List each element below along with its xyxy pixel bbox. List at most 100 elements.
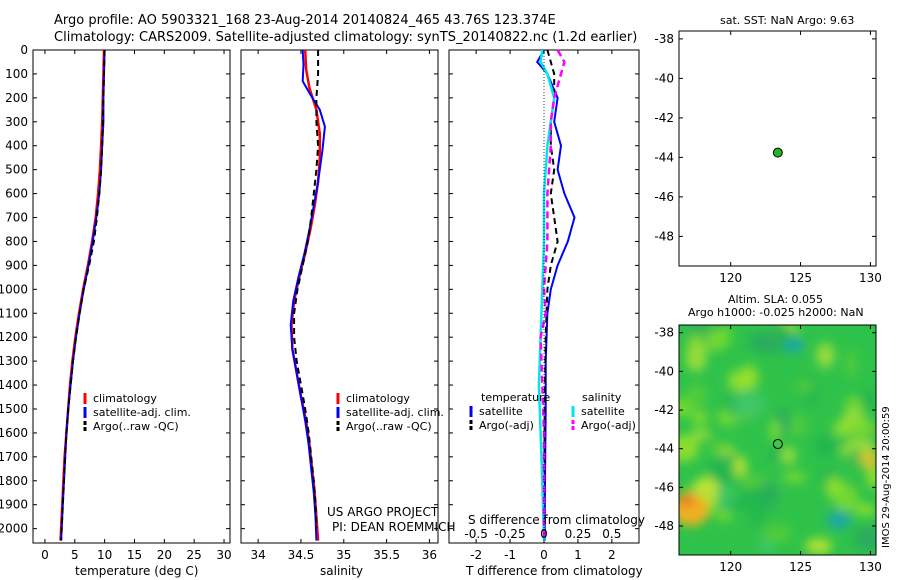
heatmap-blob: [768, 446, 783, 462]
x-tick-label: 34: [250, 548, 265, 562]
legend-label: Argo(-adj): [479, 419, 534, 432]
x-tick-label: -1: [504, 548, 516, 562]
y-tick-label: 1500: [0, 402, 28, 416]
y-tick-label: 300: [5, 115, 28, 129]
y-tick-label: 700: [5, 211, 28, 225]
temperature-panel: 0 5 10 15 20 25 300100200300400500600700800900…: [0, 43, 232, 562]
y-tick-label: 1600: [0, 426, 28, 440]
y-tick-label: 2000: [0, 522, 28, 536]
x-tick-label: 130: [859, 271, 882, 285]
x-tick-label: 0: [540, 548, 548, 562]
heatmap-blob-hot: [679, 493, 695, 507]
legend-header-temperature: temperature: [481, 391, 550, 404]
heatmap-blob-warm: [859, 451, 876, 469]
heatmap-blob: [763, 523, 792, 544]
y-tick-label: -48: [654, 519, 674, 533]
s-tick-label: 0.25: [565, 527, 592, 541]
argo-location-marker: [772, 439, 783, 450]
heatmap-blob: [697, 325, 725, 332]
heatmap-blob: [786, 415, 808, 437]
y-tick-label: 1900: [0, 498, 28, 512]
x-tick-label: 36: [422, 548, 437, 562]
heatmap-blob: [708, 441, 729, 452]
heatmap-blob: [715, 481, 735, 510]
legend-label: Argo(..raw -QC): [93, 420, 179, 433]
x-tick-label: 34.5: [288, 548, 315, 562]
s-tick-label: -0.5: [464, 527, 487, 541]
imos-timestamp: IMOS 29-Aug-2014 20:00:59: [881, 406, 892, 548]
y-tick-label: 400: [5, 139, 28, 153]
series-line-4: [539, 49, 566, 541]
x-tick-label: 125: [789, 560, 812, 574]
legend-label: satellite: [479, 405, 523, 418]
legend-label: Argo(..raw -QC): [346, 420, 432, 433]
heatmap-blob: [845, 350, 858, 377]
x-tick-label: 120: [719, 271, 742, 285]
difference-xlabel: T difference from climatology: [465, 564, 643, 578]
figure-title-line1: Argo profile: AO 5903321_168 23-Aug-2014…: [54, 13, 556, 28]
s-tick-label: -0.25: [495, 527, 526, 541]
heatmap-blob: [727, 370, 753, 392]
heatmap-blob: [813, 435, 838, 458]
heatmap-blob: [748, 507, 765, 525]
x-tick-label: 130: [859, 560, 882, 574]
x-tick-label: 20: [157, 548, 172, 562]
heatmap-blob: [685, 343, 707, 372]
x-tick-label: 10: [97, 548, 112, 562]
y-tick-label: 500: [5, 163, 28, 177]
y-tick-label: -42: [654, 403, 674, 417]
legend-label: satellite: [581, 405, 625, 418]
salinity-panel: 34 34.5 35 35.5 36 climatologysatellite-adj. …: [240, 49, 444, 562]
y-tick-label: 0: [20, 43, 28, 57]
heatmap-blob: [833, 483, 859, 512]
x-tick-label: -2: [470, 548, 482, 562]
sla-map-title-2: Argo h1000: -0.025 h2000: NaN: [688, 306, 864, 319]
heatmap-blob: [782, 471, 807, 483]
heatmap-blob: [805, 537, 832, 555]
sst-map-title: sat. SST: NaN Argo: 9.63: [720, 14, 854, 27]
y-tick-label: -44: [654, 150, 674, 164]
y-tick-label: 200: [5, 91, 28, 105]
heatmap-blob: [691, 409, 709, 427]
legend-label: satellite-adj. clim.: [93, 406, 191, 419]
heatmap-blob: [769, 419, 781, 442]
y-tick-label: -40: [654, 71, 674, 85]
heatmap-blob: [730, 391, 766, 418]
heatmap-blob: [844, 419, 876, 438]
figure-title-line2: Climatology: CARS2009. Satellite-adjuste…: [54, 30, 638, 45]
heatmap-blob: [816, 342, 835, 368]
y-tick-label: -38: [654, 32, 674, 46]
s-tick-label: 0: [540, 527, 548, 541]
x-tick-label: 120: [719, 560, 742, 574]
heatmap-blob: [740, 487, 772, 508]
x-tick-label: 25: [187, 548, 202, 562]
heatmap-blob-cool: [827, 510, 851, 530]
heatmap-blob: [794, 380, 816, 393]
y-tick-label: 1100: [0, 306, 28, 320]
y-tick-label: -38: [654, 326, 674, 340]
y-tick-label: 900: [5, 258, 28, 272]
heatmap-blob: [707, 454, 741, 484]
y-tick-label: 1200: [0, 330, 28, 344]
heatmap-blob: [689, 429, 712, 440]
y-tick-label: -42: [654, 111, 674, 125]
sla-map-title-1: Altim. SLA: 0.055: [728, 293, 823, 306]
x-tick-label: 1: [574, 548, 582, 562]
x-tick-label: 35.5: [373, 548, 400, 562]
series-line-2: [60, 49, 106, 541]
temperature-xlabel: temperature (deg C): [75, 564, 198, 578]
heatmap-blob: [679, 435, 700, 462]
x-tick-label: 2: [608, 548, 616, 562]
heatmap-blob: [853, 525, 876, 551]
legend-header-salinity: salinity: [582, 391, 622, 404]
pi-annotation: PI: DEAN ROEMMICH: [332, 520, 455, 534]
x-tick-label: 5: [71, 548, 79, 562]
heatmap-field: [679, 325, 876, 555]
series-line-3: [293, 50, 320, 529]
heatmap-blob: [685, 383, 708, 407]
y-tick-label: 1700: [0, 450, 28, 464]
series-line-3: [60, 49, 106, 541]
x-tick-label: 125: [789, 271, 812, 285]
difference-panel: -2 -1 0 1 2 -0.5 -0.25 0 0.25 0.5 temperature salin…: [448, 49, 640, 562]
